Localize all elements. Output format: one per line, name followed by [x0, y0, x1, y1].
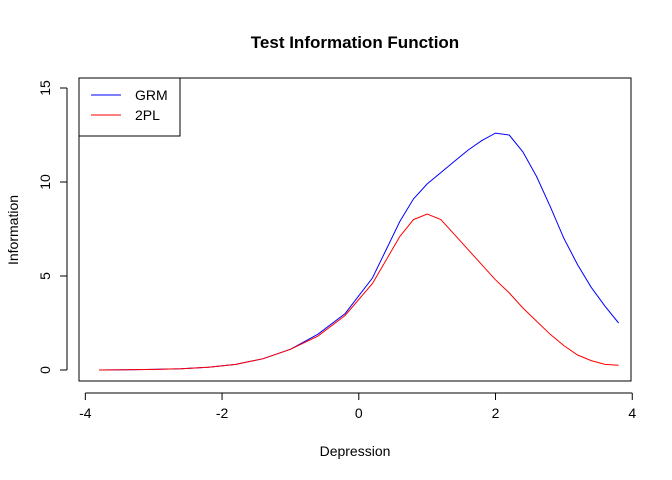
chart-title: Test Information Function [251, 33, 459, 52]
series-layer [98, 132, 619, 371]
x-tick-label: 2 [492, 405, 500, 421]
y-axis-label: Information [5, 195, 21, 265]
y-tick-label: 15 [37, 80, 53, 96]
legend-label: 2PL [135, 107, 160, 123]
series-line-grm [98, 132, 619, 371]
x-axis-label: Depression [320, 443, 391, 459]
legend: GRM 2PL [78, 77, 181, 137]
series-line-2pl [98, 213, 619, 371]
legend-label: GRM [135, 87, 168, 103]
y-tick-label: 0 [37, 366, 53, 374]
legend-box [78, 77, 181, 137]
x-tick-label: 4 [628, 405, 636, 421]
x-tick-label: -4 [79, 405, 92, 421]
y-tick-label: 5 [37, 272, 53, 280]
y-axis: 0 5 10 15 [37, 80, 68, 374]
x-tick-label: -2 [216, 405, 229, 421]
x-tick-label: 0 [355, 405, 363, 421]
y-tick-label: 10 [37, 174, 53, 190]
plot-box [78, 77, 632, 382]
x-axis: -4 -2 0 2 4 [79, 392, 636, 421]
